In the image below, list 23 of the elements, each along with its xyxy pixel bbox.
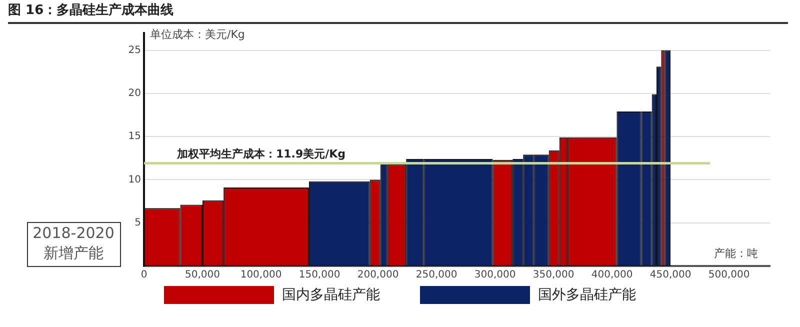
x-tick-label: 250,000 — [416, 270, 458, 281]
x-tick-label: 50,000 — [185, 270, 220, 281]
y-tick-label: 10 — [128, 174, 141, 186]
y-tick-label: 15 — [128, 131, 141, 142]
series-label: 国外多晶硅产能 — [538, 286, 636, 304]
y-tick-label: 20 — [128, 88, 141, 99]
x-axis-title: 产能：吨 — [714, 246, 758, 260]
text: 2018-2020 新增产能 — [32, 224, 114, 262]
x-tick-label: 400,000 — [591, 270, 633, 281]
x-tick-label: 0 — [140, 270, 148, 281]
x-tick-label: 450,000 — [650, 270, 692, 281]
x-tick-label: 500,000 — [708, 270, 750, 281]
x-tick-label: 150,000 — [298, 270, 340, 281]
y-tick-label: 5 — [134, 217, 141, 228]
x-tick-label: 200,000 — [357, 270, 399, 281]
ref-line-label: 加权平均生产成本：11.9美元/Kg — [176, 148, 346, 161]
series-label: 国内多晶硅产能 — [282, 286, 380, 304]
x-tick-label: 350,000 — [532, 270, 574, 281]
y-axis-title: 单位成本：美元/Kg — [150, 28, 245, 41]
y-tick-label: 25 — [128, 44, 141, 56]
chart-title: 图 16：多晶硅生产成本曲线 — [8, 2, 788, 24]
x-tick-label: 300,000 — [474, 270, 516, 281]
x-tick-label: 100,000 — [240, 270, 282, 281]
